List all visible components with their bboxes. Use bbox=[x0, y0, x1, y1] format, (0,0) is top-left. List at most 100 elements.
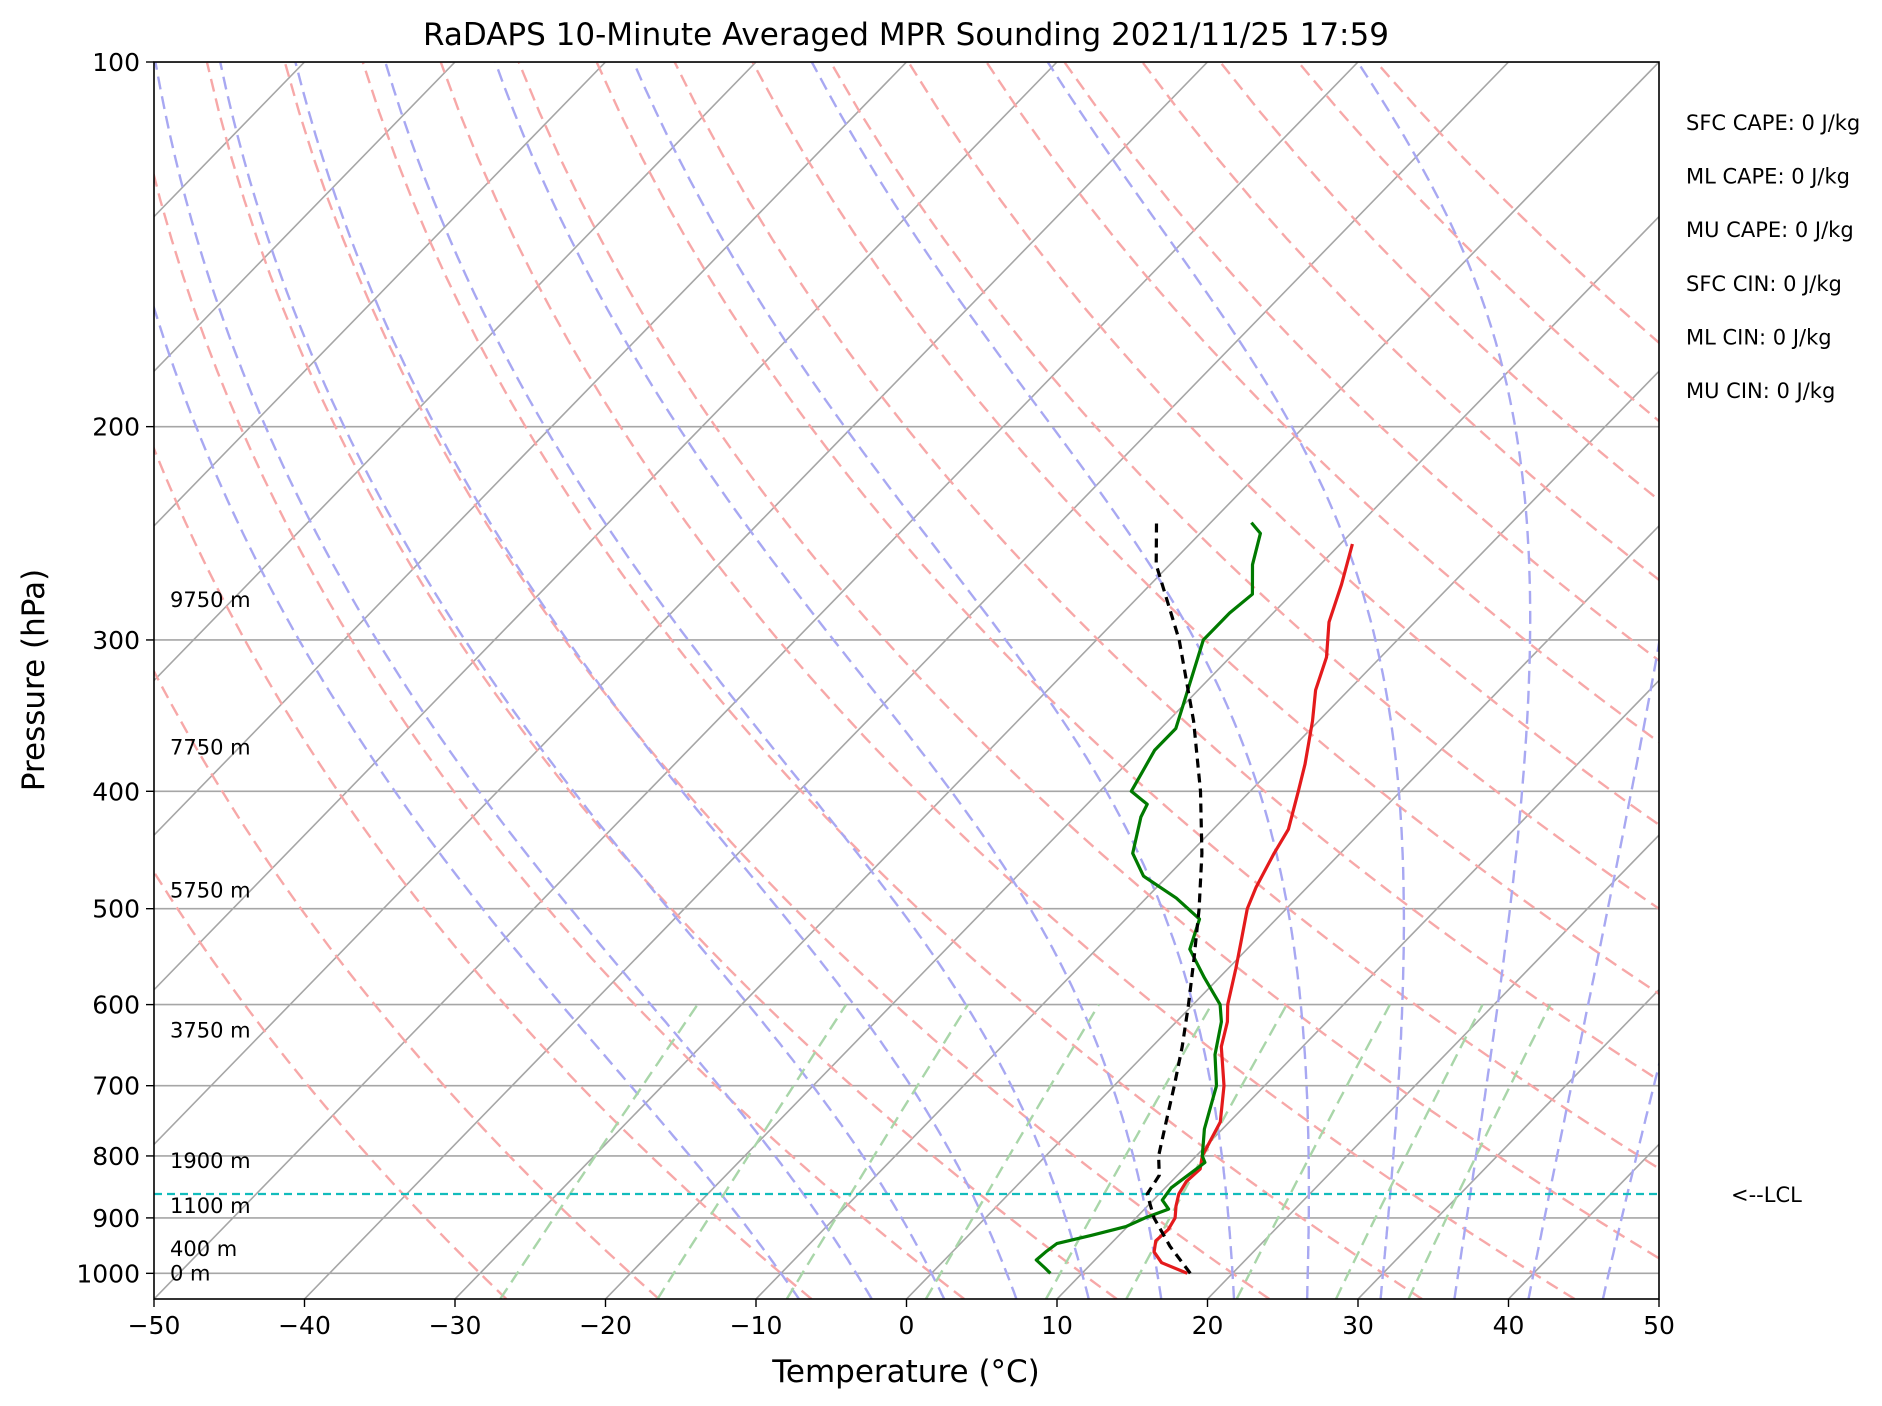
stat-label: SFC CIN: 0 J/kg bbox=[1686, 272, 1842, 296]
x-tick-label: −20 bbox=[579, 1311, 632, 1340]
y-tick-label: 500 bbox=[92, 895, 140, 924]
dry-adiabat bbox=[154, 170, 965, 1299]
y-tick-label: 700 bbox=[92, 1072, 140, 1101]
moist-adiabat bbox=[154, 62, 873, 1299]
height-label: 0 m bbox=[170, 1261, 211, 1285]
y-tick-label: 800 bbox=[92, 1142, 140, 1171]
dry-adiabat bbox=[154, 668, 660, 1299]
height-label: 9750 m bbox=[170, 588, 251, 612]
dry-adiabat bbox=[205, 62, 1118, 1299]
height-label: 400 m bbox=[170, 1237, 237, 1261]
x-axis-label: Temperature (°C) bbox=[771, 1354, 1040, 1390]
y-tick-label: 1000 bbox=[76, 1259, 140, 1288]
moist-adiabat bbox=[810, 62, 1311, 1299]
isotherm bbox=[604, 215, 1659, 1299]
moist-adiabat bbox=[632, 62, 1236, 1299]
x-tick-label: 30 bbox=[1342, 1311, 1374, 1340]
dry-adiabat bbox=[829, 62, 1659, 911]
isotherm bbox=[154, 62, 607, 528]
moist-adiabat bbox=[1046, 62, 1406, 1299]
moist-adiabat bbox=[294, 62, 1018, 1299]
isotherm bbox=[1206, 833, 1659, 1299]
x-tick-label: 40 bbox=[1493, 1311, 1525, 1340]
mixing-ratio-line bbox=[499, 1003, 699, 1299]
y-tick-label: 100 bbox=[92, 48, 140, 77]
parcel-profile bbox=[1145, 522, 1204, 1275]
x-tick-label: −30 bbox=[429, 1311, 482, 1340]
y-tick-label: 200 bbox=[92, 413, 140, 442]
dry-adiabat bbox=[907, 62, 1659, 827]
height-label: 3750 m bbox=[170, 1018, 251, 1042]
isotherm bbox=[154, 62, 757, 682]
mixing-ratio-line bbox=[1235, 1004, 1391, 1299]
y-tick-label: 900 bbox=[92, 1204, 140, 1233]
isotherm bbox=[154, 62, 1209, 1146]
height-label: 1900 m bbox=[170, 1149, 251, 1173]
moist-adiabat bbox=[494, 62, 1163, 1299]
dry-adiabat bbox=[154, 445, 813, 1299]
x-tick-label: −40 bbox=[278, 1311, 331, 1340]
isotherm bbox=[454, 62, 1659, 1299]
moist-adiabat bbox=[1527, 636, 1659, 1299]
dry-adiabat bbox=[673, 62, 1659, 1082]
dry-adiabat bbox=[517, 62, 1659, 1260]
height-label: 1100 m bbox=[170, 1194, 251, 1218]
dry-adiabat bbox=[439, 62, 1576, 1299]
dry-adiabat bbox=[283, 62, 1271, 1299]
isotherm bbox=[154, 62, 908, 837]
lcl-label: <--LCL bbox=[1731, 1183, 1802, 1207]
y-axis: 100 200 300 400 500 600 700 800 900 1000 bbox=[76, 48, 154, 1288]
moist-adiabat bbox=[1601, 1060, 1659, 1299]
mixing-ratio-line bbox=[656, 1003, 848, 1299]
y-tick-label: 400 bbox=[92, 777, 140, 806]
isotherm bbox=[1357, 988, 1659, 1299]
isotherm bbox=[154, 62, 1058, 991]
stat-label: SFC CAPE: 0 J/kg bbox=[1686, 111, 1860, 135]
chart-title: RaDAPS 10-Minute Averaged MPR Sounding 2… bbox=[423, 17, 1389, 53]
moist-adiabat bbox=[384, 62, 1090, 1299]
dry-adiabat bbox=[1297, 62, 1659, 423]
mixing-ratio-line bbox=[1044, 1004, 1213, 1299]
height-label: 7750 m bbox=[170, 735, 251, 759]
y-tick-label: 600 bbox=[92, 991, 140, 1020]
x-tick-label: 0 bbox=[899, 1311, 915, 1340]
temperature-profile bbox=[1152, 543, 1354, 1275]
mixing-ratio-line bbox=[785, 1003, 970, 1299]
dry-adiabat bbox=[1063, 62, 1659, 663]
isotherm bbox=[154, 62, 456, 373]
stat-label: ML CIN: 0 J/kg bbox=[1686, 325, 1832, 349]
isotherm bbox=[905, 524, 1659, 1299]
stability-stats: SFC CAPE: 0 J/kg ML CAPE: 0 J/kg MU CAPE: … bbox=[1686, 111, 1860, 403]
dewpoint-profile bbox=[1034, 521, 1262, 1275]
moist-adiabat bbox=[1356, 62, 1532, 1299]
mixing-ratio-line bbox=[1334, 1004, 1484, 1299]
dry-adiabat bbox=[751, 62, 1659, 996]
x-tick-label: 50 bbox=[1643, 1311, 1675, 1340]
stat-label: MU CIN: 0 J/kg bbox=[1686, 379, 1835, 403]
x-tick-label: 10 bbox=[1041, 1311, 1073, 1340]
height-label: 5750 m bbox=[170, 878, 251, 902]
x-axis: −50 −40 −30 −20 −10 0 10 20 30 40 50 bbox=[128, 1299, 1675, 1340]
dry-adiabat bbox=[1141, 62, 1659, 582]
stat-label: ML CAPE: 0 J/kg bbox=[1686, 165, 1850, 189]
isotherm bbox=[1658, 1297, 1659, 1299]
mixing-ratio-line bbox=[924, 1003, 1100, 1299]
mixing-ratio-line bbox=[1407, 1004, 1552, 1299]
x-tick-label: 20 bbox=[1192, 1311, 1224, 1340]
plot-area bbox=[0, 62, 1659, 1299]
x-tick-label: −50 bbox=[128, 1311, 181, 1340]
y-axis-label: Pressure (hPa) bbox=[16, 569, 52, 791]
isotherm bbox=[0, 62, 4, 1299]
isotherm bbox=[303, 62, 1510, 1299]
y-tick-label: 300 bbox=[92, 626, 140, 655]
moist-adiabat bbox=[154, 303, 800, 1299]
x-tick-label: −10 bbox=[730, 1311, 783, 1340]
dry-adiabat bbox=[154, 869, 508, 1299]
moist-adiabat bbox=[219, 62, 946, 1299]
dry-adiabat bbox=[985, 62, 1659, 744]
stat-label: MU CAPE: 0 J/kg bbox=[1686, 218, 1854, 242]
dry-adiabat bbox=[595, 62, 1659, 1170]
dry-adiabat bbox=[361, 62, 1423, 1299]
